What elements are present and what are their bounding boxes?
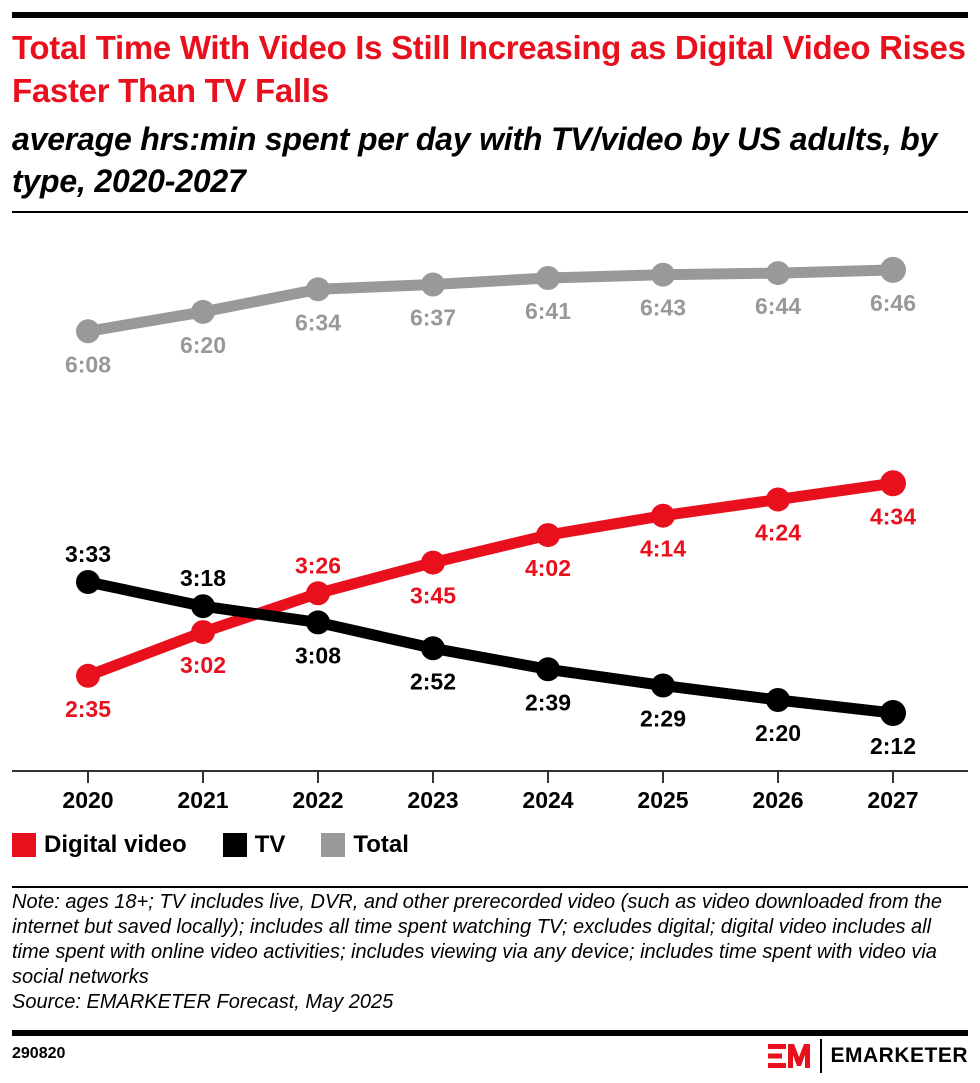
note-rule — [12, 886, 968, 888]
legend: Digital video TV Total — [12, 830, 445, 860]
data-label: 6:46 — [870, 290, 916, 316]
series-tv — [76, 570, 906, 726]
x-tick-label: 2027 — [867, 787, 918, 813]
series-layer — [76, 256, 906, 726]
source-text: Source: EMARKETER Forecast, May 2025 — [12, 991, 394, 1013]
x-tick-label: 2020 — [62, 787, 113, 813]
data-label: 2:35 — [65, 696, 111, 722]
x-axis-ticks: 2020 2021 2022 2023 2024 2025 2026 2027 — [62, 771, 919, 813]
data-point — [421, 550, 445, 575]
x-tick-label: 2026 — [752, 787, 803, 813]
data-point — [880, 470, 906, 497]
data-label: 2:12 — [870, 733, 916, 759]
data-labels-layer: 6:08 6:20 6:34 6:37 6:41 6:43 6:44 6:46 2:35 3:02… — [65, 290, 916, 759]
data-label: 4:14 — [640, 536, 686, 562]
note-text: Note: ages 18+; TV includes live, DVR, a… — [12, 891, 942, 988]
footnote: Note: ages 18+; TV includes live, DVR, a… — [12, 890, 968, 1015]
data-point — [766, 487, 790, 512]
data-label: 6:44 — [755, 293, 801, 319]
x-tick-label: 2021 — [177, 787, 228, 813]
data-label: 2:20 — [755, 720, 801, 746]
data-point — [536, 657, 560, 682]
data-point — [766, 688, 790, 712]
subtitle-rule — [12, 211, 968, 213]
data-label: 2:39 — [525, 689, 571, 715]
series-line-digital-video — [82, 477, 899, 682]
series-line-total — [82, 264, 899, 337]
legend-swatch-tv — [222, 833, 247, 857]
data-label: 6:34 — [295, 309, 341, 335]
data-label: 3:08 — [295, 642, 341, 668]
data-point — [651, 673, 675, 698]
data-label: 4:34 — [870, 503, 916, 529]
data-point — [76, 663, 100, 688]
line-chart: 2020 2021 2022 2023 2024 2025 2026 2027 6:08 6:2… — [12, 256, 968, 813]
legend-item-digital-video: Digital video — [12, 830, 187, 860]
series-total — [76, 256, 906, 344]
data-label: 6:41 — [525, 298, 571, 324]
data-label: 2:29 — [640, 706, 686, 732]
data-point — [191, 299, 215, 324]
chart-subtitle: average hrs:min spent per day with TV/vi… — [12, 121, 938, 199]
data-label: 6:20 — [180, 332, 226, 358]
data-point — [421, 272, 445, 297]
data-point — [76, 319, 100, 344]
series-digital-video — [76, 470, 906, 688]
data-point — [306, 277, 330, 302]
legend-swatch-digital-video — [12, 833, 36, 857]
chart-title: Total Time With Video Is Still Increasin… — [12, 29, 966, 109]
data-point — [536, 523, 560, 548]
x-tick-label: 2023 — [407, 787, 458, 813]
data-label: 3:18 — [180, 565, 226, 591]
data-point — [191, 620, 215, 645]
data-label: 6:08 — [65, 351, 111, 377]
data-label: 6:43 — [640, 295, 686, 321]
data-label: 4:02 — [525, 555, 571, 581]
legend-swatch-total — [321, 833, 346, 857]
series-line-tv — [82, 576, 899, 719]
legend-label: Total — [353, 831, 409, 858]
data-point — [421, 636, 445, 661]
brand-name: EMARKETER — [830, 1044, 968, 1067]
x-tick-label: 2025 — [637, 787, 688, 813]
data-point — [536, 266, 560, 290]
data-point — [191, 594, 215, 619]
legend-item-total: Total — [321, 830, 409, 860]
legend-item-tv: TV — [222, 830, 286, 860]
legend-label: TV — [254, 831, 286, 858]
data-label: 2:52 — [410, 668, 456, 694]
legend-label: Digital video — [44, 831, 187, 858]
x-tick-label: 2024 — [522, 787, 573, 813]
data-point — [306, 610, 330, 635]
data-label: 6:37 — [410, 305, 456, 331]
data-point — [76, 570, 100, 594]
data-label: 3:45 — [410, 583, 456, 609]
x-tick-label: 2022 — [292, 787, 343, 813]
em-logo-icon — [768, 1044, 811, 1068]
logo-divider — [820, 1039, 823, 1073]
chart-id: 290820 — [12, 1045, 66, 1062]
data-label: 3:33 — [65, 541, 111, 567]
data-label: 3:26 — [295, 552, 341, 578]
data-point — [306, 581, 330, 606]
data-point — [651, 503, 675, 528]
data-point — [880, 700, 906, 726]
data-point — [651, 262, 675, 287]
emarketer-logo: EMARKETER — [768, 1038, 968, 1074]
data-label: 3:02 — [180, 652, 226, 678]
top-rule — [12, 12, 968, 18]
data-point — [766, 261, 790, 286]
data-point — [880, 256, 906, 283]
data-label: 4:24 — [755, 520, 801, 546]
bottom-rule — [12, 1030, 968, 1036]
